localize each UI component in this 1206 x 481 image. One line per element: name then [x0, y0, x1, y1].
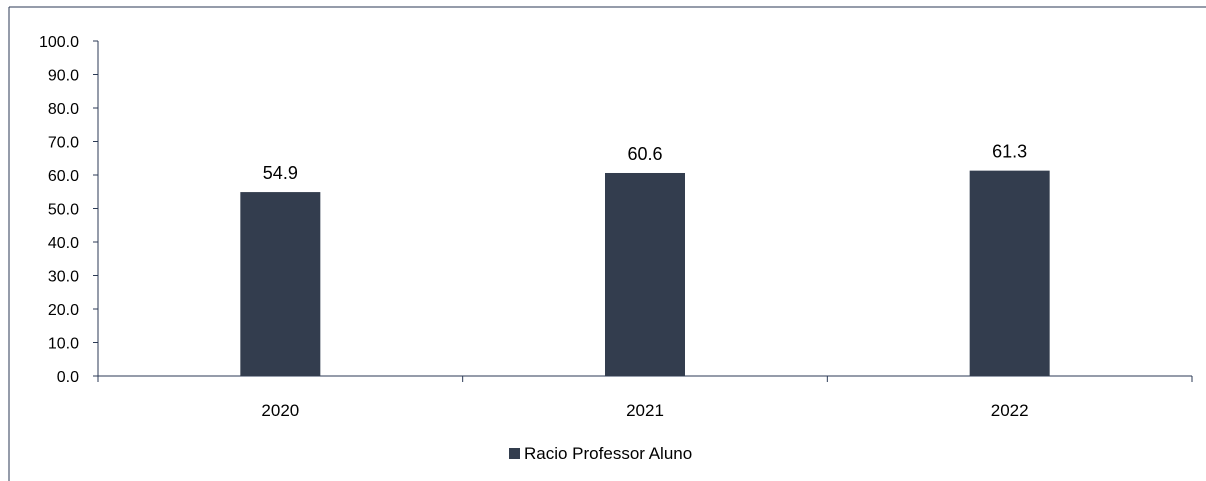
y-tick-label: 10.0 — [48, 336, 79, 353]
y-tick-label: 60.0 — [48, 168, 79, 185]
bars — [240, 170, 1050, 376]
y-tick-label: 40.0 — [48, 235, 79, 252]
data-label: 61.3 — [992, 142, 1027, 162]
bar — [969, 170, 1050, 376]
x-axis: 2020 2021 2022 — [97, 375, 1193, 420]
y-tick-label: 80.0 — [48, 101, 79, 118]
y-tick-label: 70.0 — [48, 135, 79, 152]
data-label: 60.6 — [627, 144, 662, 164]
y-tick-label: 90.0 — [48, 68, 79, 85]
x-tick-label: 2020 — [261, 401, 299, 420]
y-tick-label: 20.0 — [48, 302, 79, 319]
x-tick-label: 2021 — [626, 401, 664, 420]
y-tick-label: 30.0 — [48, 269, 79, 286]
bar — [605, 172, 685, 376]
data-label: 54.9 — [263, 163, 298, 183]
bar — [240, 192, 321, 376]
y-tick-label: 100.0 — [39, 34, 79, 51]
x-tick-label: 2022 — [991, 401, 1029, 420]
y-tick-label: 0.0 — [57, 369, 79, 386]
y-tick-label: 50.0 — [48, 202, 79, 219]
legend: Racio Professor Aluno — [509, 444, 692, 463]
data-labels: 54.9 60.6 61.3 — [263, 142, 1027, 183]
legend-swatch — [509, 448, 520, 459]
legend-label: Racio Professor Aluno — [524, 444, 692, 463]
y-axis: 0.0 10.0 20.0 30.0 40.0 50.0 60.0 70.0 80.0 90.0 1… — [39, 34, 99, 386]
